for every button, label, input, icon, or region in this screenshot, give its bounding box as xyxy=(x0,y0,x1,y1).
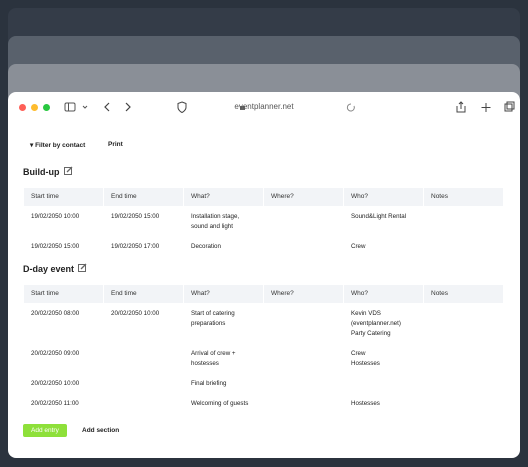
url[interactable]: eventplanner.net xyxy=(234,102,294,111)
section-title: D-day event xyxy=(23,263,75,274)
cell xyxy=(424,303,504,343)
cell xyxy=(264,206,344,236)
cell: 19/02/2050 10:00 xyxy=(31,213,80,220)
cell xyxy=(264,303,344,343)
cell xyxy=(424,373,504,393)
column-header: Start time xyxy=(24,188,104,206)
cell xyxy=(264,236,344,256)
column-header: What? xyxy=(184,188,264,206)
cell: Decoration xyxy=(191,243,221,250)
edit-icon[interactable] xyxy=(63,166,73,177)
table: Start time End time What? Where? Who? Notes 19… xyxy=(24,188,504,256)
cell: 20/02/2050 10:00 xyxy=(31,380,80,387)
cell xyxy=(264,343,344,373)
column-header: Where? xyxy=(264,188,344,206)
sidebar-icon[interactable] xyxy=(64,102,76,112)
cell: Arrival of crew + hostesses xyxy=(191,350,236,367)
reload[interactable] xyxy=(346,103,355,112)
toolbar-icons xyxy=(64,101,515,114)
new-tab[interactable] xyxy=(481,103,491,112)
cell: Kevin VDS (eventplanner.net) Party Cater… xyxy=(351,310,401,337)
cell: Final briefing xyxy=(191,380,227,387)
cell: 19/02/2050 17:00 xyxy=(111,243,160,250)
add-entry-button[interactable]: Add entry xyxy=(23,424,67,437)
cell: 19/02/2050 15:00 xyxy=(111,213,160,220)
chevron[interactable] xyxy=(82,105,88,109)
section-heading: Build-up xyxy=(23,166,73,177)
cell xyxy=(344,373,424,393)
cell xyxy=(424,393,504,413)
column-header: Who? xyxy=(344,188,424,206)
zoom[interactable] xyxy=(43,104,50,111)
cell: 20/02/2050 11:00 xyxy=(31,400,79,407)
cell: Hostesses xyxy=(351,400,380,407)
table: Start time End time What? Where? Who? Notes 20… xyxy=(24,285,504,413)
close[interactable] xyxy=(19,104,26,111)
browser-window: eventplanner.net ▾ Filter by contact Pri… xyxy=(8,92,520,458)
filter-button[interactable]: ▾ Filter by contact xyxy=(30,142,86,149)
forward[interactable] xyxy=(125,102,131,112)
tabs[interactable] xyxy=(504,103,513,112)
section-heading: D-day event xyxy=(23,263,87,274)
cell: 20/02/2050 10:00 xyxy=(111,310,160,317)
column-header: Who? xyxy=(344,285,424,303)
cell: Welcoming of guests xyxy=(191,400,249,407)
column-header: End time xyxy=(104,188,184,206)
edit-icon[interactable] xyxy=(78,263,87,274)
cell xyxy=(104,343,184,373)
cell: Start of catering preparations xyxy=(191,310,235,327)
cell xyxy=(424,206,504,236)
column-header: Start time xyxy=(24,285,104,303)
cell xyxy=(264,373,344,393)
lock xyxy=(240,106,245,110)
print-button[interactable]: Print xyxy=(108,141,123,148)
column-header: What? xyxy=(184,285,264,303)
cell xyxy=(424,343,504,373)
cell xyxy=(104,373,184,393)
column-header: Notes xyxy=(424,188,504,206)
cell: Sound&Light Rental xyxy=(351,213,407,220)
cell: 20/02/2050 08:00 xyxy=(31,310,80,317)
tabs xyxy=(506,101,515,110)
cell xyxy=(104,393,184,413)
column-header: Notes xyxy=(424,285,504,303)
shield[interactable] xyxy=(177,101,187,114)
column-header: End time xyxy=(104,285,184,303)
section-title: Build-up xyxy=(23,166,60,177)
share[interactable] xyxy=(456,101,466,113)
add-section-button[interactable]: Add section xyxy=(82,427,120,434)
filter-label: Filter by contact xyxy=(35,142,86,149)
cell: Installation stage, sound and light xyxy=(191,213,240,230)
column-header: Where? xyxy=(264,285,344,303)
back[interactable] xyxy=(104,102,110,112)
cell: Crew xyxy=(351,243,366,250)
cell: 19/02/2050 15:00 xyxy=(31,243,80,250)
cell: 20/02/2050 09:00 xyxy=(31,350,80,357)
cell xyxy=(424,236,504,256)
cell xyxy=(264,393,344,413)
cell: Crew Hostesses xyxy=(351,350,380,367)
minimize[interactable] xyxy=(31,104,38,111)
